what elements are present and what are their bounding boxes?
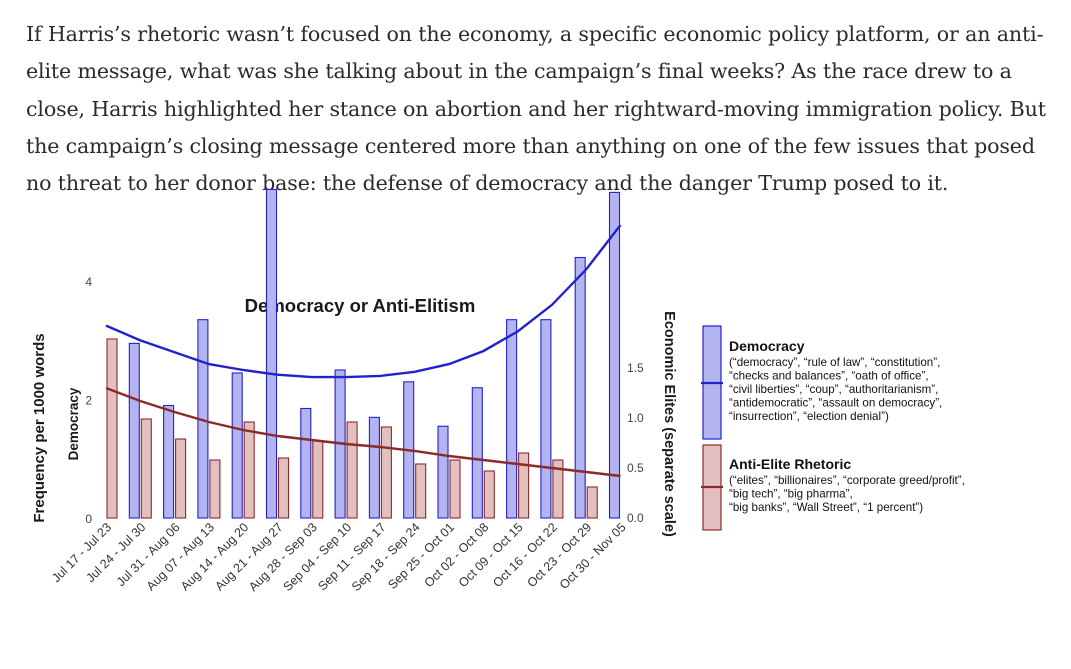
democracy-bar [368,416,380,519]
anti-elite-bar [415,463,427,519]
democracy-bar [128,342,140,519]
anti-elite-bar [380,426,392,519]
y-axis-label-right: Economic Elites (separate scale) [661,311,677,537]
democracy-bar [540,319,552,519]
anti-elite-bar [277,457,290,519]
anti-elite-bar [175,438,187,519]
y-axis-label-outer: Frequency per 1000 words [31,333,48,522]
democracy-bar [163,404,175,519]
democracy-bar [300,407,312,519]
democracy-bar [471,387,483,519]
article-paragraph: If Harris’s rhetoric wasn’t focused on t… [26,22,1046,196]
y-tick-left: 0 [85,512,92,526]
chart-title: Democracy or Anti-Elitism [245,295,476,316]
anti-elite-bar [483,470,495,519]
anti-elite-bar [312,440,324,519]
legend-desc-anti-elite: “big banks”, “Wall Street”, “1 percent”) [729,501,923,514]
legend-title-democracy: Democracy [729,338,805,354]
legend-desc-democracy: “antidemocratic”, “assault on democracy”… [729,397,942,410]
y-tick-right: 0.0 [627,511,644,525]
anti-elite-bar [243,421,255,519]
anti-elite-bar [449,459,461,519]
democracy-bar [574,256,586,519]
legend-title-anti-elite: Anti-Elite Rhetoric [729,456,851,472]
x-tick-label: Jul 17 - Jul 23 [49,520,114,585]
anti-elite-bar [552,459,564,519]
democracy-bar [437,425,449,519]
legend-desc-democracy: “insurrection”, “election denial”) [729,410,889,423]
democracy-bar [608,191,621,519]
anti-elite-bar [586,486,598,519]
democracy-bar [506,319,518,519]
y-tick-left: 2 [85,394,92,408]
anti-elite-bar [140,418,152,519]
anti-elite-bar [106,338,118,519]
legend-desc-anti-elite: “big tech”, “big pharma”, [729,488,853,501]
y-tick-left: 4 [85,275,92,289]
anti-elite-bar [209,459,221,519]
anti-elite-bar [346,421,358,519]
democracy-bar [265,188,278,519]
y-tick-right: 1.5 [627,361,644,375]
legend-desc-democracy: “civil liberties”, “coup”, “authoritaria… [729,383,938,396]
y-tick-right: 1.0 [627,411,644,425]
democracy-trend-line [105,224,622,379]
anti-elite-trend-line [105,386,621,478]
anti-elite-bar [518,452,530,519]
y-tick-right: 0.5 [627,461,644,475]
democracy-bar [231,372,243,519]
legend-desc-anti-elite: (“elites”, “billionaires”, “corporate gr… [729,474,965,487]
legend-desc-democracy: “checks and balances”, “oath of office”, [729,370,929,383]
y-axis-label-left: Democracy [66,387,81,460]
legend-desc-democracy: (“democracy”, “rule of law”, “constituti… [729,356,940,369]
